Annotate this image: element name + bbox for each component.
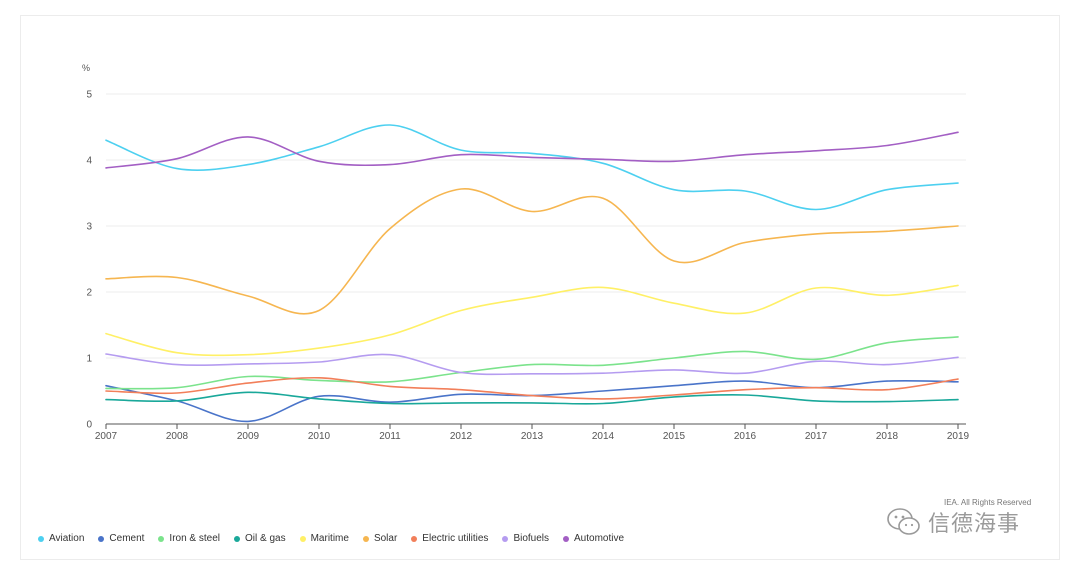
- x-tick-label: 2016: [734, 431, 757, 442]
- x-tick-label: 2013: [521, 431, 544, 442]
- y-tick-label: 5: [86, 90, 92, 101]
- legend-item-cement[interactable]: Cement: [98, 533, 144, 544]
- legend-item-electric-utilities[interactable]: Electric utilities: [411, 533, 488, 544]
- x-tick-label: 2012: [450, 431, 473, 442]
- legend-item-biofuels[interactable]: Biofuels: [502, 533, 549, 544]
- x-tick-label: 2007: [95, 431, 118, 442]
- y-axis-unit-label: %: [82, 63, 90, 73]
- series-line-biofuels: [105, 353, 959, 376]
- x-tick-label: 2017: [805, 431, 828, 442]
- x-tick-label: 2015: [663, 431, 686, 442]
- y-tick-labels: 0 1 2 3 4 5: [86, 90, 92, 431]
- series-line-aviation: [105, 124, 959, 211]
- legend-label: Electric utilities: [422, 533, 489, 544]
- legend-dot-icon: [38, 535, 44, 542]
- legend-item-maritime[interactable]: Maritime: [299, 533, 349, 544]
- legend-label: Maritime: [310, 533, 349, 544]
- series-line-iron-steel: [105, 336, 959, 390]
- legend-dot-icon: [158, 535, 165, 542]
- series-line-automotive: [105, 131, 959, 169]
- series-line-oil-gas: [105, 391, 959, 405]
- x-tick-label: 2019: [947, 431, 970, 442]
- x-tick-label: 2009: [237, 431, 260, 442]
- x-tick-label: 2018: [876, 431, 899, 442]
- y-tick-label: 4: [86, 156, 92, 167]
- gridlines: [106, 93, 966, 359]
- series-line-solar: [105, 188, 959, 315]
- x-axis: 2007 2008 2009 2010 2011 2012 2013 2014 2015 2016…: [95, 423, 970, 442]
- series-lines: [105, 124, 959, 423]
- x-tick-label: 2008: [166, 431, 189, 442]
- legend-label: Iron & steel: [169, 533, 221, 544]
- legend-dot-icon: [563, 535, 570, 542]
- legend-dot-icon: [502, 535, 509, 542]
- y-tick-label: 3: [86, 222, 92, 233]
- chart-frame: [20, 15, 1060, 560]
- legend-dot-icon: [362, 535, 369, 542]
- legend-dot-icon: [411, 535, 418, 542]
- legend-item-aviation[interactable]: Aviation: [38, 533, 84, 544]
- legend: Aviation Cement Iron & steel Oil & gas Marit…: [38, 533, 624, 544]
- series-line-maritime: [105, 284, 959, 357]
- x-tick-label: 2011: [379, 431, 401, 442]
- y-tick-label: 2: [86, 288, 92, 299]
- legend-label: Cement: [109, 533, 145, 544]
- legend-label: Aviation: [49, 533, 85, 544]
- y-tick-label: 1: [86, 354, 92, 365]
- x-tick-label: 2014: [592, 431, 615, 442]
- x-tick-label: 2010: [308, 431, 331, 442]
- legend-dot-icon: [234, 535, 241, 542]
- legend-label: Oil & gas: [245, 533, 286, 544]
- watermark-text: 信德海事: [928, 511, 1021, 536]
- legend-label: Solar: [373, 533, 398, 544]
- legend-item-solar[interactable]: Solar: [362, 533, 398, 544]
- wechat-logo-icon: [887, 508, 920, 535]
- series-line-electric-utilities: [105, 376, 959, 400]
- legend-item-iron-steel[interactable]: Iron & steel: [158, 533, 220, 544]
- legend-label: Automotive: [574, 533, 625, 544]
- legend-item-oil-gas[interactable]: Oil & gas: [234, 533, 286, 544]
- watermark: 信德海事: [886, 506, 1020, 538]
- legend-label: Biofuels: [513, 533, 550, 544]
- legend-dot-icon: [299, 535, 306, 542]
- credit-text: IEA. All Rights Reserved: [944, 498, 1032, 507]
- y-tick-label: 0: [86, 420, 92, 431]
- legend-item-automotive[interactable]: Automotive: [563, 533, 624, 544]
- legend-dot-icon: [98, 535, 105, 542]
